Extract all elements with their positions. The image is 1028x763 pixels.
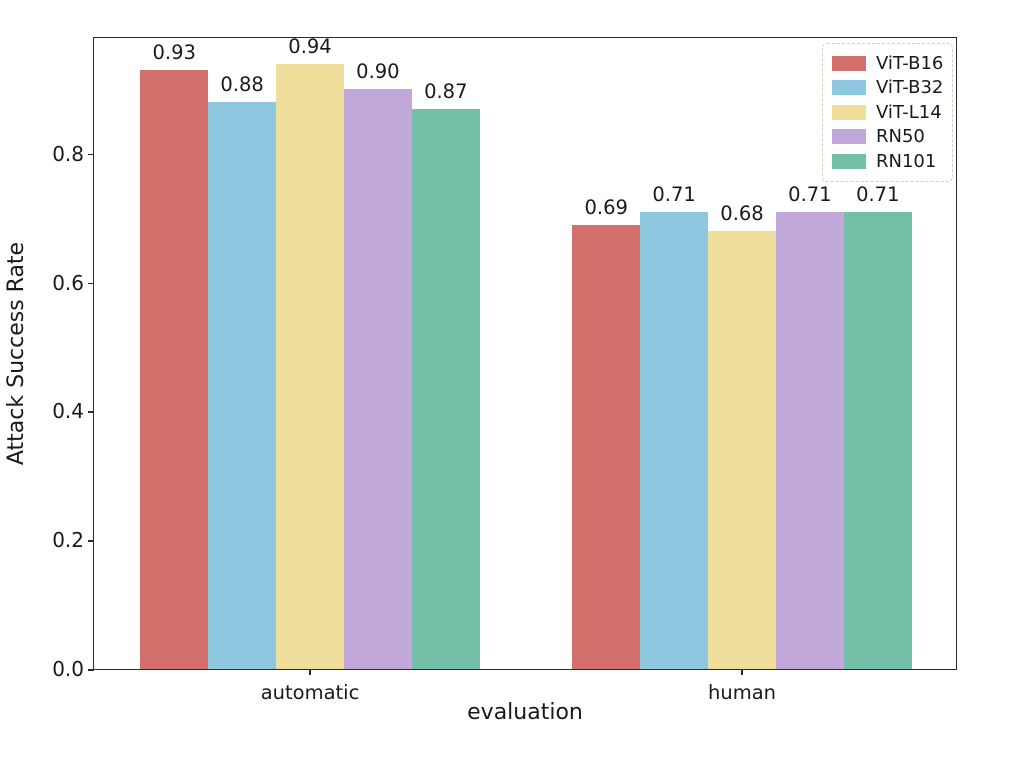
- bar-value-label: 0.71: [652, 182, 696, 206]
- x-tick-label: automatic: [260, 681, 360, 704]
- bar: [140, 70, 209, 669]
- bar: [640, 211, 709, 669]
- bar-value-label: 0.71: [788, 182, 832, 206]
- bar: [572, 224, 641, 669]
- y-tick-mark: [88, 540, 94, 542]
- legend-swatch: [832, 104, 866, 120]
- bar-value-label: 0.94: [288, 34, 332, 58]
- legend-label: ViT-B16: [876, 52, 944, 74]
- bar-value-label: 0.87: [424, 79, 468, 103]
- legend-label: RN101: [876, 150, 937, 172]
- x-tick-mark: [741, 669, 743, 675]
- y-axis-label: Attack Success Rate: [4, 241, 29, 466]
- y-tick-mark: [88, 153, 94, 156]
- legend-swatch: [832, 153, 866, 169]
- y-tick-label: 0.6: [52, 270, 84, 295]
- y-tick-mark: [88, 669, 94, 671]
- legend-item: ViT-B16: [832, 51, 943, 76]
- y-tick-mark: [88, 282, 94, 285]
- legend-swatch: [832, 80, 866, 96]
- y-tick-label: 0.0: [52, 657, 84, 681]
- bar-value-label: 0.68: [720, 202, 764, 226]
- x-tick-mark: [309, 669, 311, 675]
- bar: [276, 63, 344, 669]
- chart-legend: ViT-B16 ViT-B32 ViT-L14 RN50 RN101: [822, 43, 953, 182]
- bar: [708, 231, 776, 669]
- legend-item: RN50: [832, 125, 943, 150]
- legend-label: ViT-L14: [876, 101, 942, 123]
- legend-swatch: [832, 55, 866, 71]
- bar-value-label: 0.69: [584, 195, 628, 219]
- legend-item: RN101: [832, 149, 943, 174]
- bar: [208, 102, 277, 669]
- y-tick-label: 0.8: [52, 141, 84, 166]
- x-axis-label: evaluation: [467, 700, 583, 725]
- x-tick-label: human: [707, 681, 777, 704]
- plot-area: 0.0 0.2 0.4 0.6 0.8 automatic human 0.93 0.88 0…: [52, 34, 957, 704]
- bar: [411, 108, 480, 669]
- legend-item: ViT-B32: [832, 76, 943, 101]
- bar: [775, 211, 844, 669]
- legend-item: ViT-L14: [832, 100, 943, 125]
- legend-swatch: [832, 129, 866, 145]
- y-tick-label: 0.2: [52, 528, 84, 553]
- bar-value-label: 0.90: [356, 60, 400, 84]
- y-tick-label: 0.4: [52, 399, 84, 424]
- legend-label: ViT-B32: [876, 77, 944, 99]
- bar: [843, 211, 912, 669]
- bar-value-label: 0.88: [220, 73, 264, 97]
- bar: [343, 89, 412, 669]
- legend-label: RN50: [876, 126, 925, 148]
- bar-value-label: 0.71: [856, 182, 900, 206]
- y-tick-mark: [88, 411, 94, 414]
- bar-value-label: 0.93: [152, 41, 196, 65]
